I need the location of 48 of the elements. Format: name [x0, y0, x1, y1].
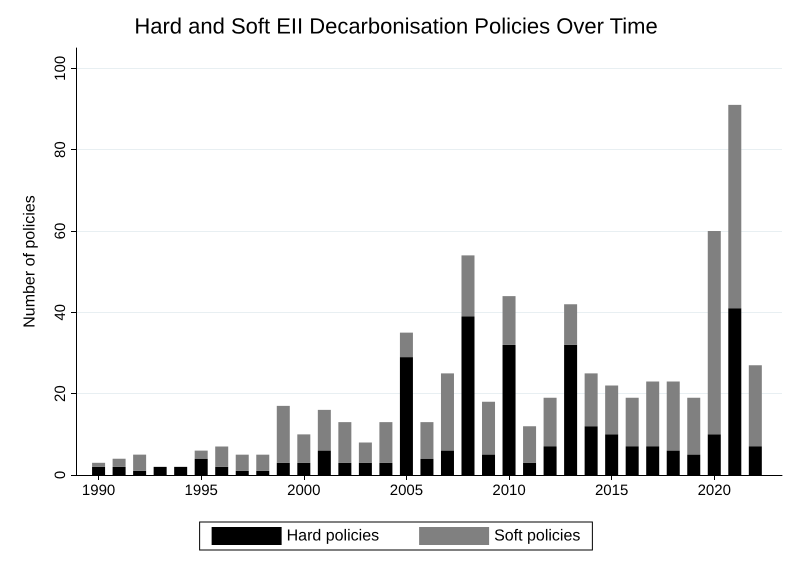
bar — [379, 422, 392, 463]
bar — [482, 402, 496, 455]
bar — [338, 422, 352, 463]
legend-label: Hard policies — [286, 528, 380, 544]
chart-title: Hard and Soft EII Decarbonisation Policies Over Time — [134, 14, 658, 38]
bar — [400, 332, 413, 358]
bar — [626, 398, 639, 447]
bar — [584, 373, 598, 426]
bar — [133, 454, 146, 471]
y-tick-label: 0 — [52, 470, 69, 480]
x-tick-label: 2000 — [287, 482, 320, 499]
bar — [256, 454, 270, 471]
bar — [687, 398, 700, 455]
bar — [420, 422, 434, 459]
bar — [215, 446, 228, 467]
x-tick-label: 1990 — [82, 482, 116, 499]
bar — [276, 406, 290, 463]
bar — [236, 454, 249, 471]
y-tick-label: 40 — [52, 304, 69, 321]
bar — [564, 304, 578, 345]
bar — [523, 426, 536, 463]
bar — [544, 398, 557, 447]
bar — [666, 381, 680, 451]
bar — [646, 381, 660, 447]
y-tick-label: 80 — [52, 141, 69, 158]
bar — [440, 373, 454, 451]
bar — [708, 231, 721, 434]
y-tick-label: 20 — [52, 385, 69, 402]
bar — [728, 104, 742, 308]
x-tick-label: 2005 — [390, 482, 424, 499]
y-tick-label: 100 — [52, 56, 69, 81]
bar — [112, 458, 126, 467]
bar — [461, 255, 474, 316]
x-tick-label: 2015 — [594, 482, 628, 499]
bar — [318, 410, 331, 451]
bar — [297, 434, 310, 463]
bar — [605, 386, 618, 434]
bar — [748, 365, 762, 447]
y-axis-title: Number of policies — [22, 195, 38, 328]
bar — [358, 442, 372, 463]
x-tick-label: 2010 — [492, 482, 526, 499]
bar — [92, 462, 106, 467]
x-tick-label: 1995 — [184, 482, 218, 499]
bar — [194, 450, 208, 459]
bar — [502, 296, 516, 345]
x-tick-label: 2020 — [698, 482, 731, 499]
y-tick-label: 60 — [52, 222, 69, 240]
legend-label: Soft policies — [494, 528, 580, 544]
